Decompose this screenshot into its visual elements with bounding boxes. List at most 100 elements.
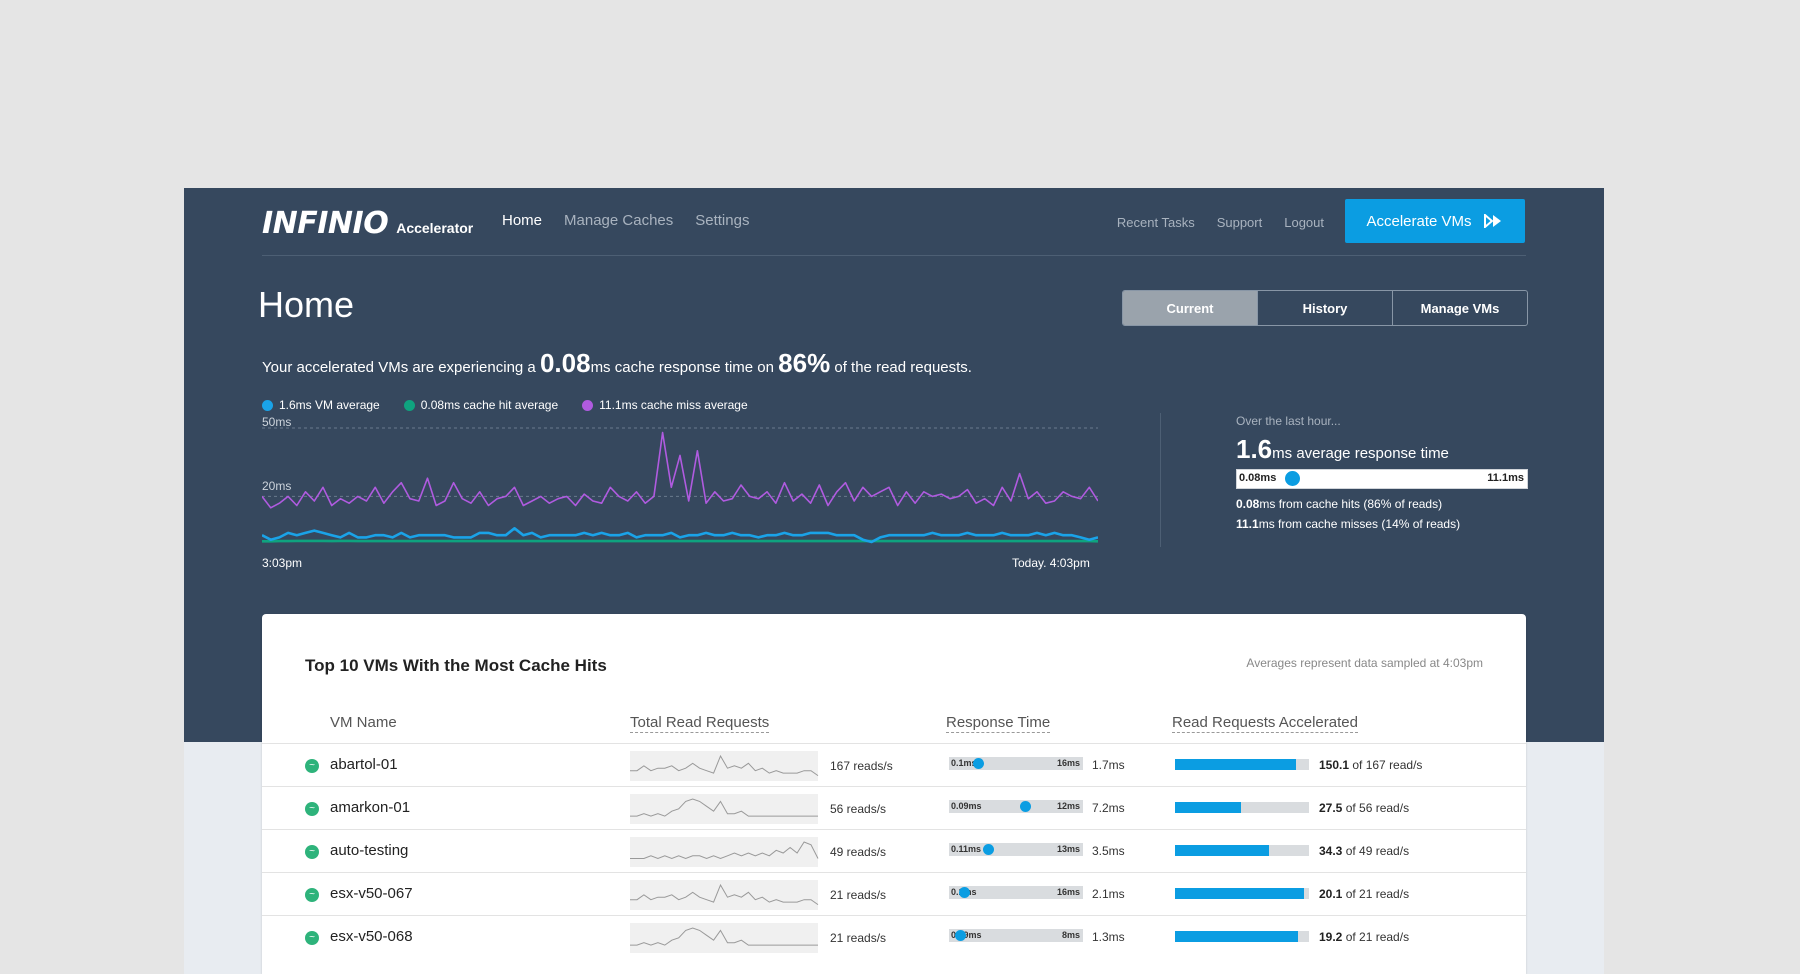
stats-average-label: ms average response time: [1272, 445, 1449, 462]
sparkline-background: [630, 923, 818, 953]
response-time-value: 1.7ms: [1092, 758, 1125, 772]
read-requests-sparkline: [630, 837, 819, 867]
rt-max-label: 16ms: [1056, 758, 1080, 768]
accelerated-rest: of 49 read/s: [1342, 844, 1410, 858]
accelerated-bar-fill: [1175, 931, 1299, 942]
rt-marker: [973, 758, 985, 769]
accelerated-bar-fill: [1175, 802, 1241, 813]
double-arrow-right-icon: [1483, 214, 1501, 228]
view-tabs: Current History Manage VMs: [1122, 290, 1528, 326]
legend-item-cache-miss: 11.1ms cache miss average: [582, 398, 748, 412]
tab-manage-vms[interactable]: Manage VMs: [1392, 291, 1527, 325]
status-ok-icon: ~: [305, 759, 319, 773]
tab-history[interactable]: History: [1257, 291, 1392, 325]
vm-name[interactable]: esx-v50-068: [330, 928, 413, 945]
accelerate-vms-label: Accelerate VMs: [1366, 212, 1472, 230]
sparkline-background: [630, 751, 818, 781]
accelerated-rest: of 56 read/s: [1342, 801, 1410, 815]
infinio-logo[interactable]: INFINIO Accelerator: [262, 206, 473, 241]
response-time-chart: [262, 427, 1098, 544]
response-time-value: 7.2ms: [1092, 801, 1125, 815]
column-header-response-time[interactable]: Response Time: [946, 714, 1051, 733]
read-requests-value: 167 reads/s: [830, 759, 893, 773]
stats-heading: Over the last hour...: [1236, 414, 1341, 428]
read-requests-value: 21 reads/s: [830, 931, 887, 945]
accelerated-value: 20.1: [1319, 887, 1343, 901]
rt-marker: [955, 930, 967, 941]
rt-marker: [958, 887, 970, 898]
x-label-start: 3:03pm: [262, 556, 303, 570]
stats-misses: 11.1ms from cache misses (14% of reads): [1236, 517, 1528, 531]
response-range-bar: 0.08ms 11.1ms: [1236, 469, 1528, 489]
logout-link[interactable]: Logout: [1284, 215, 1324, 230]
summary-pre: Your accelerated VMs are experiencing a: [262, 359, 536, 376]
support-link[interactable]: Support: [1216, 215, 1263, 230]
nav-settings[interactable]: Settings: [695, 212, 750, 229]
summary-percent-value: 86%: [778, 348, 831, 378]
sparkline-line: [630, 798, 818, 817]
chart-legend: 1.6ms VM average 0.08ms cache hit averag…: [262, 398, 748, 412]
vm-name[interactable]: auto-testing: [330, 842, 409, 859]
page-title: Home: [258, 284, 355, 325]
logo-subtitle: Accelerator: [396, 220, 474, 236]
accelerated-value: 27.5: [1319, 801, 1343, 815]
nav-home[interactable]: Home: [502, 212, 543, 229]
stats-misses-value: 11.1: [1236, 517, 1259, 531]
sparkline-line: [630, 883, 819, 906]
accelerated-text: 20.1 of 21 read/s: [1319, 887, 1409, 901]
utility-nav: Recent Tasks Support Logout: [1117, 215, 1324, 230]
rt-marker: [1019, 801, 1031, 812]
response-time-value: 3.5ms: [1092, 844, 1125, 858]
stats-average: 1.6ms average response time: [1236, 434, 1528, 465]
nav-manage-caches[interactable]: Manage Caches: [564, 212, 674, 229]
accelerated-rest: of 21 read/s: [1342, 887, 1410, 901]
rt-max-label: 12ms: [1056, 801, 1080, 811]
card-title: Top 10 VMs With the Most Cache Hits: [305, 656, 607, 675]
rt-min-label: 0.09ms: [951, 801, 982, 811]
tab-current[interactable]: Current: [1123, 291, 1257, 325]
accelerated-bar-fill: [1175, 759, 1296, 770]
response-time-bar: 0.11ms 13ms: [949, 843, 1083, 856]
logo-mark: INFINIO: [262, 206, 389, 241]
table-row[interactable]: ~ amarkon-01 56 reads/s 0.09ms 12ms 7.2ms 27.5…: [262, 786, 1526, 830]
table-row[interactable]: ~ esx-v50-068 21 reads/s 0.09ms 8ms 1.3ms 19.2…: [262, 915, 1526, 959]
accelerate-vms-button[interactable]: Accelerate VMs: [1345, 199, 1525, 243]
legend-label: 1.6ms VM average: [279, 398, 380, 412]
vm-name[interactable]: esx-v50-067: [330, 885, 413, 902]
stats-hits-text: ms from cache hits (86% of reads): [1259, 497, 1443, 511]
legend-item-cache-hit: 0.08ms cache hit average: [403, 398, 558, 412]
rt-max-label: 13ms: [1056, 844, 1080, 854]
read-requests-value: 21 reads/s: [830, 888, 887, 902]
nav-divider: [262, 255, 1526, 256]
sparkline-background: [630, 880, 818, 910]
hourly-stats: Over the last hour... 1.6ms average resp…: [1236, 414, 1528, 531]
accelerated-text: 150.1 of 167 read/s: [1319, 758, 1422, 772]
vm-name[interactable]: abartol-01: [330, 756, 398, 773]
y-tick-20ms: 20ms: [262, 479, 292, 493]
table-row[interactable]: ~ auto-testing 49 reads/s 0.11ms 13ms 3.5ms 34…: [262, 829, 1526, 873]
read-requests-sparkline: [630, 923, 818, 953]
response-time-bar: 0.09ms 8ms: [949, 929, 1083, 942]
rt-min-label: 0.09ms: [951, 930, 982, 940]
legend-label: 11.1ms cache miss average: [599, 398, 748, 412]
table-row[interactable]: ~ abartol-01 167 reads/s 0.1ms 16ms 1.7ms 150.…: [262, 743, 1526, 787]
accelerated-bar-fill: [1175, 845, 1269, 856]
column-header-total-reads[interactable]: Total Read Requests: [630, 714, 770, 733]
y-tick-50ms: 50ms: [262, 415, 292, 429]
status-ok-icon: ~: [305, 802, 319, 816]
panel-divider: [1160, 413, 1161, 547]
summary-response-value: 0.08: [539, 348, 591, 378]
rt-max-label: 16ms: [1056, 887, 1080, 897]
x-label-end: Today. 4:03pm: [1012, 556, 1090, 570]
accelerated-value: 34.3: [1319, 844, 1343, 858]
recent-tasks-link[interactable]: Recent Tasks: [1116, 215, 1195, 230]
vm-name[interactable]: amarkon-01: [330, 799, 411, 816]
summary-post: of the read requests.: [834, 359, 972, 376]
response-time-bar: 0.1ms 16ms: [949, 757, 1083, 770]
column-header-accelerated[interactable]: Read Requests Accelerated: [1172, 714, 1358, 733]
accelerated-bar: [1175, 802, 1309, 813]
stats-average-value: 1.6: [1236, 434, 1273, 464]
column-header-vm-name[interactable]: VM Name: [330, 714, 397, 731]
response-time-value: 2.1ms: [1092, 887, 1125, 901]
